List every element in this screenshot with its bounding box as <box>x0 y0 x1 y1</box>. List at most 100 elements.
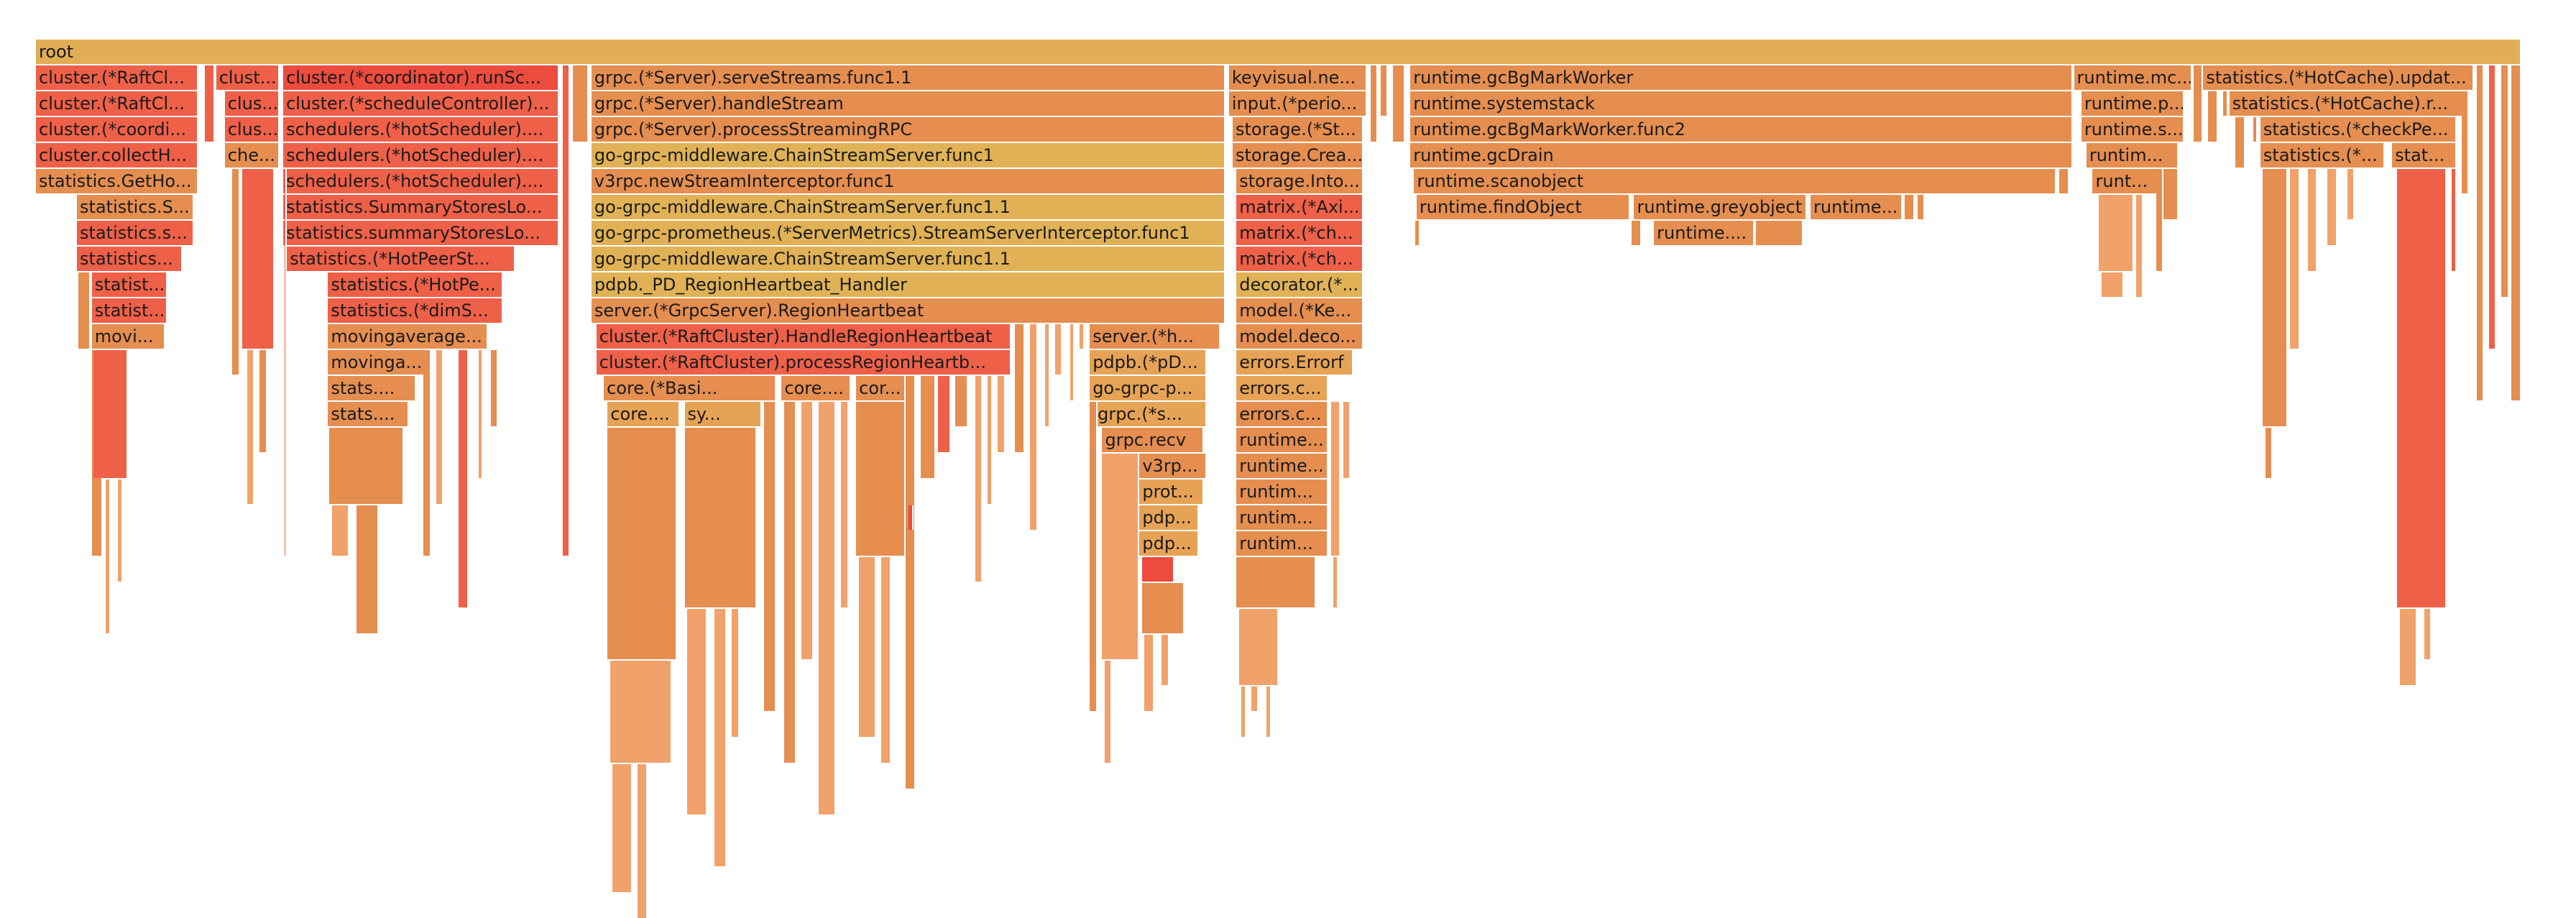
flame-frame-unlabeled[interactable] <box>2501 65 2509 297</box>
flame-frame-unlabeled[interactable] <box>1241 687 1247 737</box>
flame-frame-unlabeled[interactable] <box>1370 65 1379 142</box>
flame-frame-unlabeled[interactable] <box>284 169 288 556</box>
flame-frame[interactable]: input.(*perio... <box>1228 91 1367 116</box>
flame-frame[interactable]: runtime.greyobject <box>1634 195 1807 219</box>
flame-frame-unlabeled[interactable] <box>247 350 255 504</box>
flame-frame-unlabeled[interactable] <box>732 609 740 737</box>
flame-frame-unlabeled[interactable] <box>478 350 484 478</box>
flame-frame-unlabeled[interactable] <box>259 350 267 452</box>
flame-frame[interactable]: core.(*Basi... <box>604 376 777 400</box>
flame-frame[interactable]: statistics.(*HotPeerSt... <box>287 247 516 271</box>
flame-frame[interactable]: statistics.SummaryStoresLo... <box>283 195 559 219</box>
flame-frame[interactable]: runtime.mc... <box>2074 65 2192 90</box>
flame-frame-unlabeled[interactable] <box>205 65 215 142</box>
flame-frame[interactable]: runtim... <box>1236 479 1329 504</box>
flame-frame[interactable]: stats.... <box>328 376 417 400</box>
flame-frame-unlabeled[interactable] <box>801 402 814 659</box>
flame-frame-unlabeled[interactable] <box>1070 324 1075 400</box>
flame-frame[interactable]: grpc.(*Server).handleStream <box>591 91 1225 116</box>
flame-frame-unlabeled[interactable] <box>2452 169 2457 271</box>
flame-frame-unlabeled[interactable] <box>880 557 891 763</box>
flame-frame-unlabeled[interactable] <box>242 169 275 349</box>
flame-frame[interactable]: model.deco... <box>1236 324 1363 349</box>
flame-frame[interactable]: statistics.(*HotCache).updat... <box>2203 65 2475 90</box>
flame-frame[interactable]: grpc.(*s... <box>1095 402 1207 426</box>
flame-frame-unlabeled[interactable] <box>436 350 444 504</box>
flame-frame[interactable]: statistics.(*dimS... <box>328 298 504 323</box>
flame-frame-unlabeled[interactable] <box>1080 324 1085 349</box>
flame-frame-unlabeled[interactable] <box>1044 324 1050 426</box>
flame-frame[interactable]: runtim... <box>2086 143 2179 167</box>
flame-frame-unlabeled[interactable] <box>2235 117 2246 167</box>
flame-frame-unlabeled[interactable] <box>998 376 1006 452</box>
flame-frame[interactable]: errors.c... <box>1236 376 1329 400</box>
flame-frame-unlabeled[interactable] <box>1238 609 1279 685</box>
flame-frame[interactable]: runtime.findObject <box>1416 195 1631 219</box>
flame-frame-unlabeled[interactable] <box>858 557 876 737</box>
flame-frame[interactable]: matrix.(*ch... <box>1236 247 1363 271</box>
flame-frame-unlabeled[interactable] <box>118 479 124 582</box>
flame-frame-unlabeled[interactable] <box>938 376 951 452</box>
flame-frame[interactable]: schedulers.(*hotScheduler).... <box>283 169 559 193</box>
flame-frame[interactable]: v3rp... <box>1139 454 1207 478</box>
flame-frame-unlabeled[interactable] <box>2265 428 2273 478</box>
flame-frame[interactable]: runt... <box>2092 169 2164 193</box>
flame-frame[interactable]: grpc.(*Server).processStreamingRPC <box>591 117 1225 142</box>
flame-frame[interactable]: stats.... <box>328 402 409 426</box>
flame-frame-unlabeled[interactable] <box>1333 557 1338 607</box>
flame-frame-unlabeled[interactable] <box>955 376 968 426</box>
flame-frame-unlabeled[interactable] <box>2347 169 2355 219</box>
flame-frame[interactable]: cluster.(*RaftCl... <box>36 65 199 90</box>
flame-frame[interactable]: cor... <box>856 376 906 400</box>
flame-frame[interactable]: statist... <box>91 298 168 323</box>
flame-frame[interactable]: v3rpc.newStreamInterceptor.func1 <box>591 169 1225 193</box>
flame-frame[interactable]: errors.Errorf <box>1236 350 1353 375</box>
flame-frame[interactable]: runtime.s... <box>2081 117 2185 142</box>
flame-frame[interactable]: pdp... <box>1139 531 1200 556</box>
flame-frame[interactable]: schedulers.(*hotScheduler).... <box>283 143 559 167</box>
flame-frame-unlabeled[interactable] <box>1236 557 1316 607</box>
flame-frame-unlabeled[interactable] <box>856 402 906 556</box>
flame-frame[interactable]: cluster.(*RaftCl... <box>36 91 199 116</box>
flame-frame-unlabeled[interactable] <box>1162 635 1169 685</box>
flame-frame[interactable]: core.... <box>607 402 680 426</box>
flame-frame-unlabeled[interactable] <box>1755 221 1803 245</box>
flame-frame-unlabeled[interactable] <box>1090 402 1098 711</box>
flame-frame[interactable]: cluster.(*coordinator).runSc... <box>283 65 559 90</box>
flame-frame-unlabeled[interactable] <box>1015 324 1026 452</box>
flame-frame[interactable]: go-grpc-prometheus.(*ServerMetrics).Stre… <box>591 221 1225 245</box>
flame-frame[interactable]: go-grpc-middleware.ChainStreamServer.fun… <box>591 195 1225 219</box>
flame-frame[interactable]: statist... <box>91 272 168 297</box>
flame-frame[interactable]: runtim... <box>1236 531 1329 556</box>
flame-frame-unlabeled[interactable] <box>1141 557 1174 582</box>
flame-frame[interactable]: runtime... <box>1811 195 1903 219</box>
flame-frame-unlabeled[interactable] <box>2424 609 2432 659</box>
flame-frame[interactable]: storage.(*St... <box>1233 117 1363 142</box>
flame-frame[interactable]: movinga... <box>328 350 429 375</box>
flame-frame[interactable]: errors.c... <box>1236 402 1329 426</box>
flame-frame-unlabeled[interactable] <box>988 376 993 504</box>
flame-frame[interactable]: runtim... <box>1236 505 1329 530</box>
flame-frame-unlabeled[interactable] <box>2327 169 2338 245</box>
flame-frame[interactable]: runtime.... <box>1654 221 1755 245</box>
flame-frame[interactable]: runtime... <box>1236 428 1329 452</box>
flame-frame-unlabeled[interactable] <box>1343 402 1351 478</box>
flame-frame[interactable]: runtime... <box>1236 454 1329 478</box>
flame-frame[interactable]: server.(*h... <box>1090 324 1220 349</box>
flame-frame[interactable]: keyvisual.ne... <box>1228 65 1367 90</box>
flame-frame-unlabeled[interactable] <box>2307 169 2318 271</box>
flame-frame-unlabeled[interactable] <box>2489 65 2497 349</box>
flame-frame-unlabeled[interactable] <box>2099 195 2134 271</box>
flame-frame-unlabeled[interactable] <box>490 350 499 426</box>
flame-frame-unlabeled[interactable] <box>232 169 240 375</box>
flame-frame-unlabeled[interactable] <box>1054 324 1063 375</box>
flame-frame[interactable]: statistics.s... <box>77 221 194 245</box>
flame-frame-unlabeled[interactable] <box>1330 402 1341 556</box>
flame-frame[interactable]: model.(*Ke... <box>1236 298 1363 323</box>
flame-frame[interactable]: cluster.(*RaftCluster).HandleRegionHeart… <box>596 324 1012 349</box>
flame-frame-unlabeled[interactable] <box>1266 687 1271 737</box>
flame-frame-unlabeled[interactable] <box>2462 91 2470 193</box>
flame-frame-unlabeled[interactable] <box>1393 65 1406 142</box>
flame-frame-unlabeled[interactable] <box>2208 91 2219 142</box>
flame-frame[interactable]: cluster.(*coordi... <box>36 117 199 142</box>
